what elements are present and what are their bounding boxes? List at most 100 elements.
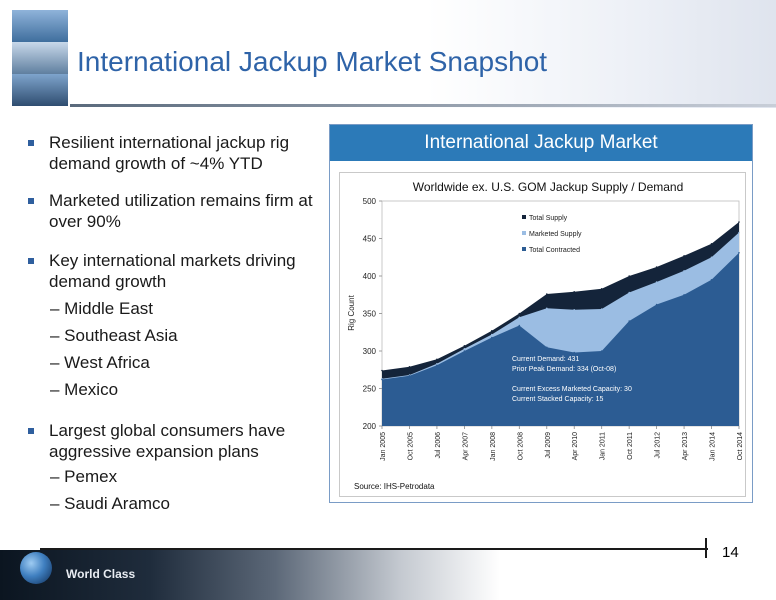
x-tick-label: Apr 2007	[462, 432, 469, 461]
rig-photo-1	[12, 10, 68, 42]
data-point	[655, 281, 658, 283]
data-point	[600, 308, 603, 310]
x-tick-label: Jan 2008	[490, 432, 497, 461]
annotation-text: Current Excess Marketed Capacity: 30	[512, 386, 632, 393]
footer-tick	[705, 538, 707, 558]
sub-bullet-item: – Saudi Aramco	[50, 494, 171, 513]
data-point	[628, 320, 630, 322]
data-point	[546, 307, 548, 310]
bullet-square-icon	[28, 428, 34, 434]
bullet-text: Largest global consumers have aggressive…	[49, 421, 286, 461]
y-tick-label: 400	[363, 272, 377, 281]
data-point	[463, 348, 466, 350]
data-point	[491, 330, 493, 332]
bullet-square-icon	[28, 258, 34, 264]
annotation-value: 15	[594, 396, 604, 403]
y-axis-label: Rig Count	[347, 294, 356, 330]
annotation-label: Current Stacked Capacity:	[512, 396, 594, 403]
x-tick-label: Jul 2012	[655, 432, 662, 459]
page-number: 14	[722, 544, 739, 561]
title-underline	[70, 104, 776, 107]
source-note: Source: IHS-Petrodata	[354, 482, 435, 491]
data-point	[655, 303, 658, 306]
title-band	[0, 0, 776, 108]
bullet-text: Key international markets driving demand…	[49, 251, 296, 291]
x-tick-label: Jan 2005	[380, 432, 387, 461]
bullet-square-icon	[28, 198, 34, 204]
panel-title: International Jackup Market	[424, 132, 658, 153]
x-tick-label: Apr 2010	[572, 432, 579, 461]
annotation-text: Prior Peak Demand: 334 (Oct-08)	[512, 366, 616, 373]
x-tick-label: Oct 2014	[737, 432, 744, 461]
chart-svg: 200 250 300 350 400 450 500 Jan 2005 Oct 2005 Jul…	[347, 180, 744, 491]
chart-panel: International Jackup Market 200 250 300 350…	[329, 124, 753, 503]
data-point	[491, 333, 493, 336]
legend-label: Total Contracted	[529, 247, 580, 254]
series-area-2	[382, 252, 739, 426]
data-point	[518, 316, 521, 319]
data-point	[408, 375, 411, 377]
data-point	[573, 351, 575, 354]
legend-label: Total Supply	[529, 215, 568, 222]
data-point	[381, 369, 383, 372]
data-point	[738, 252, 740, 254]
legend-swatch	[522, 231, 526, 235]
bullet-text: Marketed utilization remains firm at ove…	[49, 191, 313, 231]
annotation-value: 30	[622, 386, 632, 393]
data-point	[463, 350, 466, 352]
y-tick-label: 300	[363, 347, 377, 356]
bullet-text: Resilient international jackup rig deman…	[49, 133, 290, 173]
data-point	[573, 309, 575, 311]
sub-bullet-item: – Middle East	[50, 299, 153, 318]
data-point	[463, 345, 466, 347]
x-tick-label: Jul 2006	[435, 432, 442, 459]
data-point	[683, 294, 685, 296]
data-point	[600, 288, 603, 290]
data-point	[546, 293, 548, 295]
y-tick-label: 500	[363, 197, 377, 206]
chart-box: 200 250 300 350 400 450 500 Jan 2005 Oct 2005 Jul…	[339, 172, 746, 497]
data-point	[710, 256, 713, 259]
data-point	[381, 378, 383, 381]
legend-box	[518, 211, 602, 259]
footer-rule	[40, 548, 708, 550]
data-point	[628, 291, 630, 294]
footer-brand: World Class	[66, 567, 136, 581]
x-tick-label: Apr 2013	[682, 432, 689, 461]
data-point	[518, 312, 521, 315]
x-tick-label: Jan 2014	[710, 432, 717, 461]
x-tick-label: Jul 2009	[545, 432, 552, 459]
data-point	[710, 279, 713, 281]
panel-header: International Jackup Market	[330, 125, 752, 161]
data-point	[408, 366, 411, 368]
rig-photo-2	[12, 42, 68, 74]
data-point	[738, 231, 740, 234]
data-point	[546, 346, 548, 349]
slide-title: International Jackup Market Snapshot	[77, 46, 548, 77]
annotation-label: Prior Peak Demand:	[512, 366, 575, 373]
x-tick-label: Oct 2008	[517, 432, 524, 461]
x-tick-label: Oct 2005	[407, 432, 414, 461]
data-point	[710, 243, 713, 245]
data-point	[683, 270, 685, 272]
annotation-value: 431	[566, 356, 580, 363]
y-tick-label: 350	[363, 310, 377, 319]
sub-bullet-item: – Pemex	[50, 467, 118, 486]
x-tick-label: Oct 2011	[627, 432, 634, 460]
data-point	[683, 255, 685, 257]
annotation-text: Current Stacked Capacity: 15	[512, 396, 604, 403]
annotation-text: Current Demand: 431	[512, 356, 579, 363]
data-point	[655, 266, 658, 268]
data-point	[573, 291, 575, 293]
chart-title: Worldwide ex. U.S. GOM Jackup Supply / D…	[413, 180, 684, 194]
data-point	[436, 364, 438, 367]
y-tick-label: 450	[363, 235, 377, 244]
data-point	[491, 336, 493, 339]
annotation-value: 334 (Oct-08)	[575, 366, 616, 373]
data-point	[600, 350, 603, 352]
data-point	[436, 358, 438, 361]
sub-bullet-item: – Mexico	[50, 380, 119, 399]
y-tick-label: 250	[363, 385, 377, 394]
data-point	[518, 324, 521, 327]
x-tick-label: Jan 2011	[600, 432, 607, 460]
